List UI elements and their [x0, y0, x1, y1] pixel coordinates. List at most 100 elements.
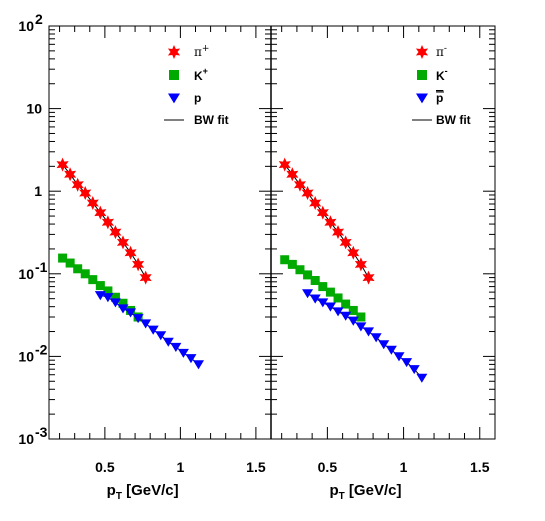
- right-proton-point: [302, 289, 314, 299]
- right-kaon-point: [341, 299, 351, 309]
- right-proton-point: [317, 298, 329, 308]
- right-proton-point: [401, 358, 413, 368]
- y-tick-label: 10: [18, 431, 34, 447]
- left-proton-point: [155, 331, 167, 341]
- left-pion-point: [94, 205, 107, 220]
- left-proton-point: [170, 342, 182, 352]
- left-proton-point: [125, 308, 137, 318]
- left-legend-pion-label: π+: [194, 44, 209, 59]
- left-pion-point: [132, 257, 145, 272]
- left-legend-kaon-label: K+: [194, 66, 208, 83]
- right-legend-pion-marker: [415, 45, 429, 59]
- left-proton-point: [132, 314, 144, 324]
- left-kaon-point: [118, 298, 128, 308]
- left-pion-point: [79, 186, 92, 200]
- left-pion-point: [64, 167, 77, 182]
- y-tick-label: 10: [18, 18, 34, 34]
- left-kaon-point: [58, 253, 68, 263]
- right-kaon-point: [295, 265, 305, 275]
- right-pion-point: [278, 157, 291, 172]
- right-pion-point: [354, 257, 367, 272]
- right-kaon-point: [303, 270, 313, 280]
- right-pion-point: [309, 196, 322, 210]
- right-proton-point: [408, 365, 420, 375]
- left-kaon-point: [73, 264, 83, 274]
- right-proton-point: [370, 333, 382, 343]
- left-legend-fit-label: BW fit: [194, 113, 229, 127]
- y-tick-label-exponent: -1: [35, 259, 48, 275]
- left-kaon-point: [110, 292, 120, 302]
- right-x-tick-label: 1.5: [470, 459, 490, 475]
- right-proton-point: [332, 307, 344, 317]
- y-tick-label: 10: [18, 266, 34, 282]
- right-bw-fit-proton: [307, 292, 423, 379]
- right-legend-proton-label: p: [436, 91, 443, 105]
- left-proton-point: [193, 360, 205, 370]
- y-tick-label: 10: [18, 348, 34, 364]
- right-kaon-point: [325, 287, 335, 297]
- left-kaon-point: [103, 286, 113, 296]
- left-legend-proton-marker: [168, 93, 180, 104]
- right-x-tick-label: 1: [400, 459, 408, 475]
- right-pion-point: [293, 177, 306, 192]
- right-kaon-point: [318, 282, 328, 292]
- right-pion-point: [301, 186, 314, 200]
- y-tick-label-exponent: -3: [35, 424, 48, 440]
- left-pion-point: [139, 270, 152, 285]
- right-pion-point: [347, 245, 360, 260]
- right-x-axis-title: pT [GeV/c]: [329, 482, 401, 502]
- right-proton-point: [340, 311, 352, 321]
- left-proton-point: [162, 337, 174, 347]
- right-proton-point: [347, 316, 359, 326]
- left-kaon-point: [65, 258, 75, 268]
- left-kaon-point: [80, 269, 90, 279]
- right-pion-point: [286, 167, 299, 182]
- left-proton-point: [109, 298, 121, 308]
- left-proton-point: [177, 348, 189, 358]
- left-pion-point: [101, 215, 114, 230]
- left-pion-point: [124, 245, 137, 260]
- right-kaon-point: [310, 275, 320, 285]
- right-proton-point: [385, 345, 397, 355]
- right-kaon-point: [280, 255, 290, 265]
- y-tick-label: 1: [34, 183, 42, 199]
- right-legend-pion-label: π-: [436, 44, 447, 59]
- left-x-tick-label: 0.5: [95, 459, 115, 475]
- right-kaon-point: [287, 259, 297, 269]
- right-pion-point: [324, 215, 337, 230]
- right-proton-point: [363, 327, 375, 337]
- right-legend-kaon-marker: [417, 70, 427, 80]
- right-proton-point: [378, 340, 390, 350]
- right-proton-point: [393, 352, 405, 362]
- right-pion-point: [332, 225, 345, 240]
- right-legend-kaon-label: K-: [436, 66, 448, 83]
- left-pion-point: [56, 157, 69, 172]
- right-pion-point: [339, 235, 352, 250]
- left-legend-kaon-marker: [169, 70, 179, 80]
- left-legend-proton-label: p: [194, 91, 201, 105]
- y-tick-label: 10: [26, 101, 42, 117]
- right-legend-proton-marker: [416, 93, 428, 104]
- right-proton-point: [416, 373, 428, 383]
- left-proton-point: [117, 304, 129, 314]
- right-proton-point: [324, 302, 336, 312]
- right-pion-point: [316, 205, 329, 220]
- right-pion-point: [362, 270, 375, 285]
- left-pion-point: [109, 225, 122, 240]
- left-x-tick-label: 1.5: [246, 459, 266, 475]
- left-pion-point: [116, 235, 130, 250]
- left-proton-point: [185, 354, 197, 364]
- right-kaon-point: [348, 305, 358, 315]
- right-legend-fit-label: BW fit: [436, 113, 471, 127]
- left-pion-point: [86, 196, 99, 210]
- right-proton-point: [309, 294, 321, 304]
- left-proton-point: [102, 293, 114, 303]
- y-tick-label-exponent: 2: [35, 11, 43, 27]
- left-pion-point: [71, 177, 84, 192]
- right-proton-point: [355, 322, 367, 332]
- left-x-tick-label: 1: [176, 459, 184, 475]
- right-x-tick-label: 0.5: [318, 459, 338, 475]
- left-legend-pion-marker: [167, 45, 181, 59]
- right-kaon-point: [356, 312, 366, 322]
